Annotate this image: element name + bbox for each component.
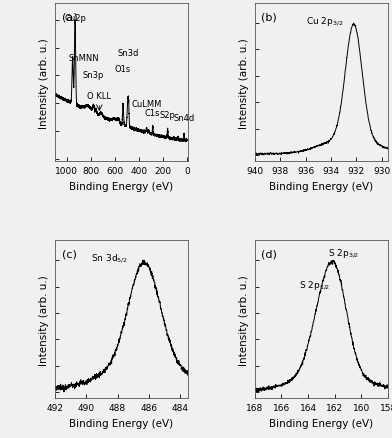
Y-axis label: Intensity (arb. u.): Intensity (arb. u.) [39, 275, 49, 365]
Text: S2p: S2p [160, 110, 175, 120]
Text: Sn 3d$_{5/2}$: Sn 3d$_{5/2}$ [91, 252, 128, 265]
Text: Sn3p: Sn3p [83, 71, 104, 80]
X-axis label: Binding Energy (eV): Binding Energy (eV) [69, 181, 174, 191]
Text: S 2p$_{3/2}$: S 2p$_{3/2}$ [328, 247, 360, 260]
Text: O KLL: O KLL [87, 92, 111, 101]
Text: CuLMM: CuLMM [132, 99, 162, 109]
Text: C1s: C1s [145, 109, 160, 118]
X-axis label: Binding Energy (eV): Binding Energy (eV) [269, 181, 374, 191]
Text: Sn3d: Sn3d [118, 49, 139, 58]
Text: Cu 2p$_{3/2}$: Cu 2p$_{3/2}$ [306, 15, 343, 28]
Y-axis label: Intensity (arb. u.): Intensity (arb. u.) [239, 275, 249, 365]
Text: (c): (c) [62, 249, 76, 259]
Text: O1s: O1s [115, 65, 131, 74]
Y-axis label: Intensity (arb. u.): Intensity (arb. u.) [39, 38, 49, 128]
Text: Cu2p: Cu2p [64, 14, 86, 23]
Text: (b): (b) [261, 12, 277, 22]
Text: (d): (d) [261, 249, 277, 259]
Text: (a): (a) [62, 12, 77, 22]
Y-axis label: Intensity (arb. u.): Intensity (arb. u.) [239, 38, 249, 128]
X-axis label: Binding Energy (eV): Binding Energy (eV) [69, 418, 174, 428]
Text: SnMNN: SnMNN [69, 54, 100, 63]
X-axis label: Binding Energy (eV): Binding Energy (eV) [269, 418, 374, 428]
Text: Sn4d: Sn4d [173, 113, 194, 123]
Text: S 2p$_{1/2}$: S 2p$_{1/2}$ [299, 279, 330, 291]
